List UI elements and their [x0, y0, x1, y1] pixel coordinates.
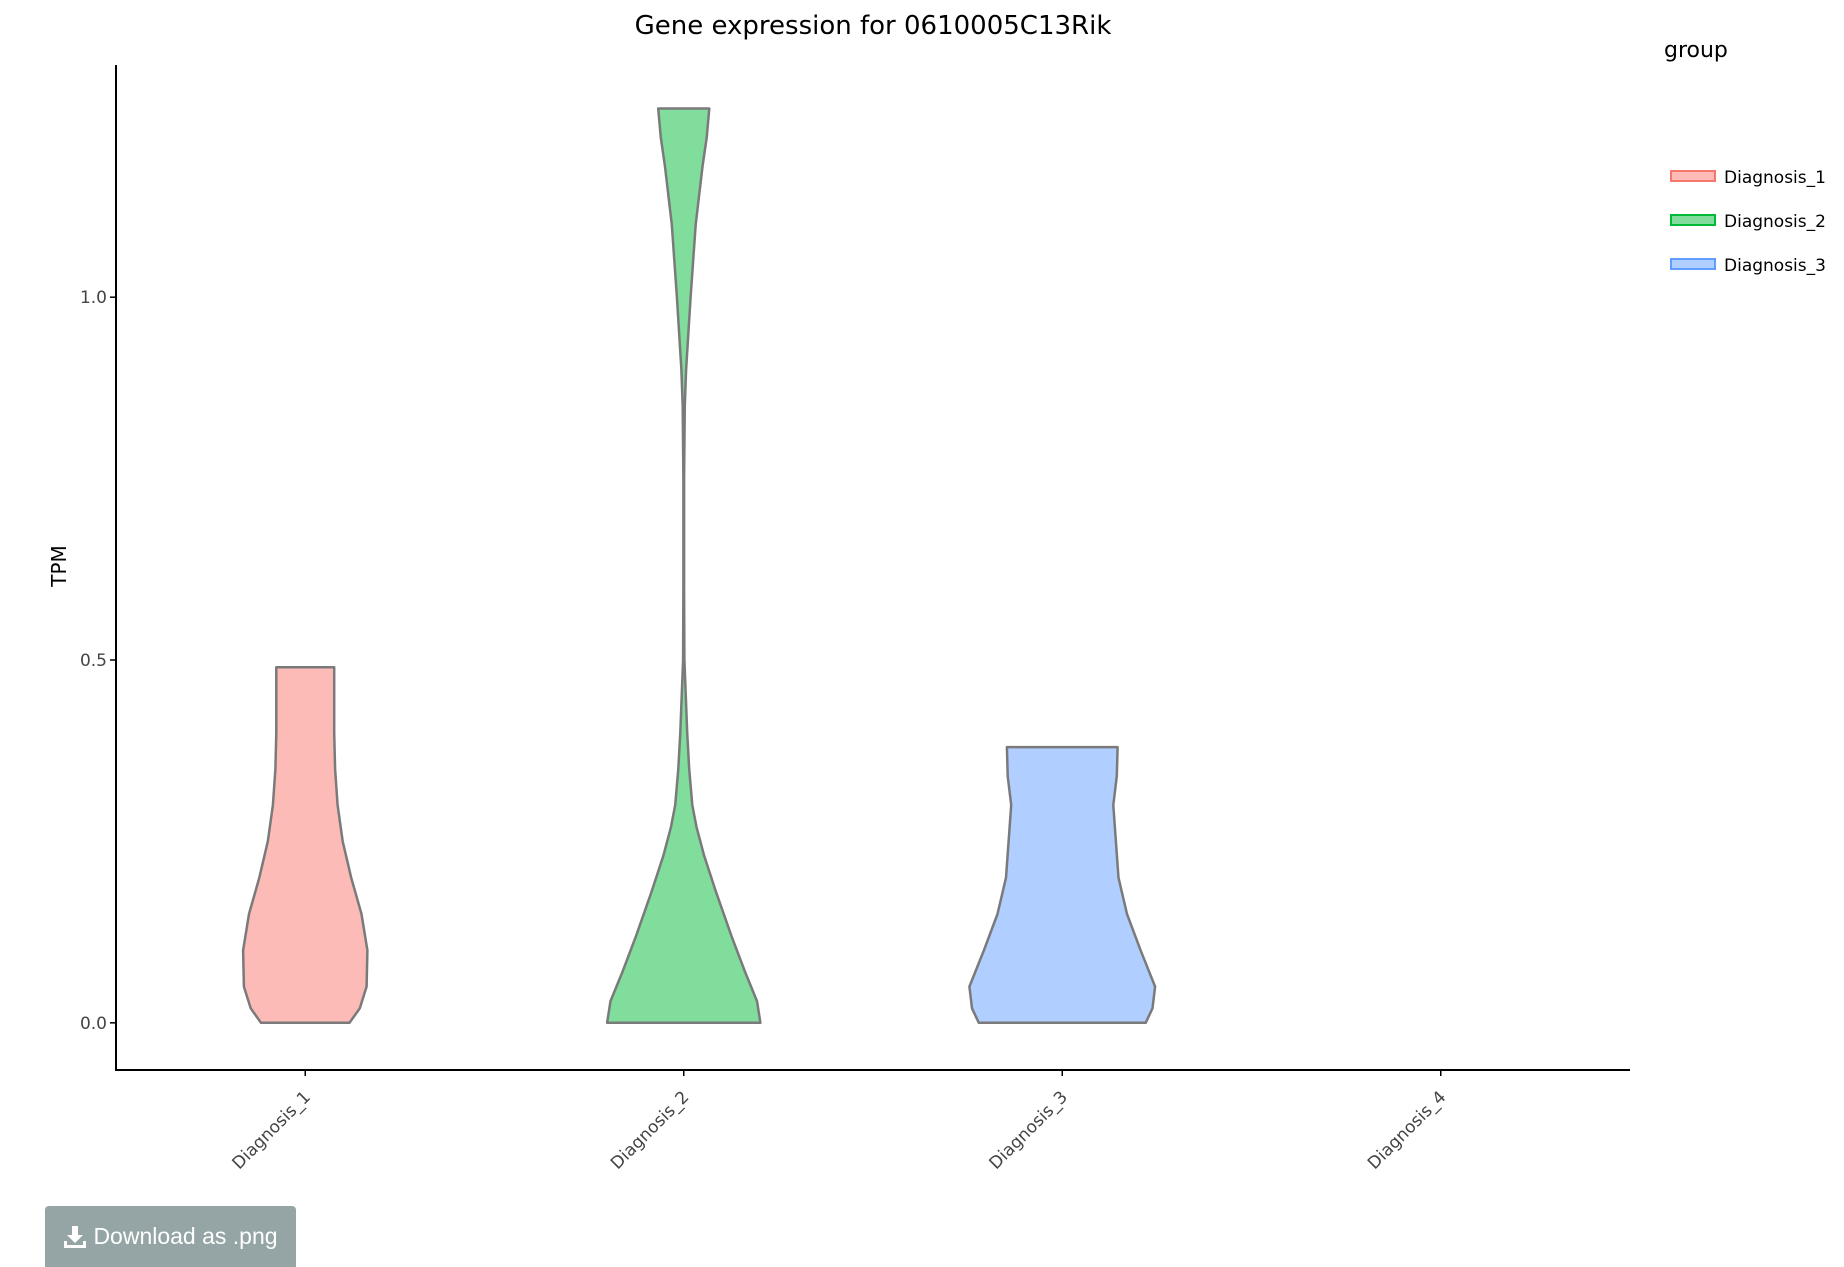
violin-diagnosis-1	[241, 666, 369, 1025]
x-tick-label: Diagnosis_2	[607, 1087, 693, 1173]
download-button-label: Download as .png	[93, 1223, 278, 1249]
y-tick-label: 0.0	[80, 1014, 107, 1034]
violin-diagnosis-2	[605, 107, 762, 1025]
chart-title: Gene expression for 0610005C13Rik	[635, 11, 1112, 41]
legend-swatch	[1670, 214, 1716, 226]
legend-item-label: Diagnosis_3	[1724, 256, 1826, 276]
violins-layer	[241, 107, 1157, 1025]
x-tick-label: Diagnosis_4	[1364, 1087, 1450, 1173]
download-png-button[interactable]: Download as .png	[45, 1206, 296, 1267]
violin-diagnosis-3	[968, 745, 1157, 1025]
y-axis-label: TPM	[47, 545, 71, 588]
y-tick-label: 1.0	[80, 288, 107, 308]
legend-title: group	[1664, 38, 1728, 63]
x-tick-label: Diagnosis_3	[986, 1087, 1072, 1173]
y-tick-label: 0.5	[80, 651, 107, 671]
x-tick-label: Diagnosis_1	[229, 1087, 315, 1173]
legend-item-label: Diagnosis_2	[1724, 212, 1826, 232]
legend-swatch	[1670, 258, 1716, 270]
download-icon	[64, 1225, 87, 1248]
x-ticks-layer: Diagnosis_1 Diagnosis_2 Diagnosis_3 Diagnos…	[229, 1070, 1450, 1174]
y-ticks-layer: 0.0 0.5 1.0	[80, 288, 116, 1034]
legend-item-label: Diagnosis_1	[1724, 168, 1826, 188]
legend: Diagnosis_1 Diagnosis_2 Diagnosis_3	[1670, 168, 1826, 276]
legend-swatch	[1670, 170, 1716, 182]
